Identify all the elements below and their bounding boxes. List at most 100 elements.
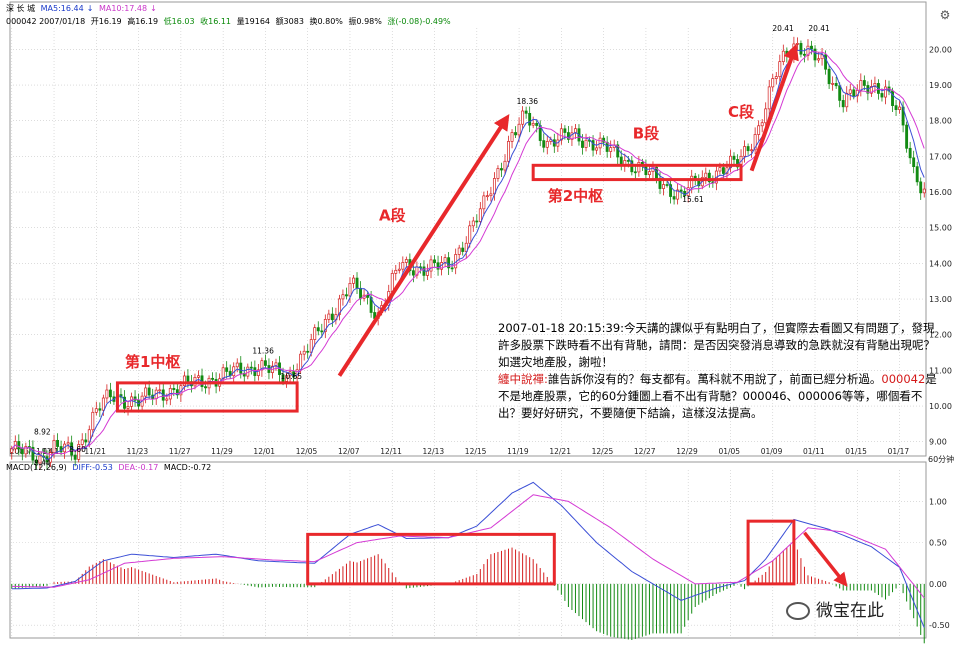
candle (915, 166, 919, 183)
candle (799, 43, 803, 55)
key-price-label: 8.44 (34, 459, 51, 468)
candle (919, 181, 923, 194)
annotation-reply-label: 纏中說禪: (498, 372, 548, 386)
candle (496, 168, 500, 179)
macd-grid: 1.00 0.50 0.00 -0.50 (10, 497, 950, 630)
candle (647, 171, 651, 176)
candle (545, 141, 549, 148)
ohlc-header: 000042 2007/01/18 开16.19 高16.19 低16.03 收… (6, 17, 454, 27)
candle (626, 160, 630, 162)
candle (785, 50, 789, 56)
x-tick-label: 12/21 (549, 447, 571, 456)
candle (52, 439, 56, 453)
price-tick-label: 18.00 (929, 117, 952, 126)
candle (91, 411, 95, 431)
candle (806, 45, 810, 56)
candle (101, 397, 105, 411)
segment-arrow (749, 43, 799, 172)
candle (471, 220, 475, 227)
candle (524, 110, 528, 114)
candle (299, 353, 303, 371)
candle (894, 105, 898, 110)
period-label: 60分钟 (928, 454, 954, 464)
watermark: 微宝在此 (786, 596, 884, 621)
close-value: 收16.11 (200, 17, 232, 26)
candle (507, 141, 510, 162)
x-tick-label: 12/29 (676, 447, 698, 456)
candle (80, 439, 84, 445)
candle (820, 54, 824, 60)
x-tick-label: 11/27 (169, 447, 191, 456)
candle (390, 273, 394, 292)
ma5-value: MA5:16.44 (40, 4, 84, 13)
price-tick-label: 17.00 (929, 152, 952, 161)
x-tick-label: 12/15 (465, 447, 487, 456)
macd-histogram (11, 540, 925, 644)
price-tick-label: 11.00 (929, 366, 952, 375)
key-price-label: 8.60 (69, 445, 86, 454)
candle (838, 85, 842, 101)
wechat-icon (786, 602, 810, 620)
settings-icon[interactable]: ⚙ (939, 8, 951, 22)
x-tick-label: 01/11 (803, 447, 825, 456)
dea-value: DEA:-0.17 (118, 463, 159, 472)
turnover-value: 换0.80% (309, 17, 343, 26)
x-tick-label: 11/23 (127, 447, 149, 456)
candle (263, 360, 267, 366)
candle (873, 83, 877, 87)
x-tick-label: 01/15 (845, 447, 867, 456)
candle (869, 86, 873, 94)
candle (144, 387, 148, 397)
candle (436, 262, 440, 270)
candle (302, 350, 306, 355)
macd-tick-label: -0.50 (929, 621, 950, 630)
candle (679, 189, 683, 192)
candle (852, 89, 856, 97)
candle (912, 157, 916, 168)
candle (743, 146, 747, 157)
candle (94, 408, 98, 413)
candle (848, 89, 852, 94)
diff-value: DIFF:-0.53 (72, 463, 113, 472)
stock-name: 深 长 城 (6, 4, 36, 13)
candle (359, 287, 362, 299)
watermark-text: 微宝在此 (816, 601, 884, 621)
candle (665, 184, 669, 186)
candle (108, 389, 112, 398)
candle (764, 108, 768, 124)
candle (690, 175, 694, 189)
candle (186, 375, 190, 382)
candle (426, 270, 429, 276)
candle (105, 389, 109, 399)
macd-value: MACD:-0.72 (163, 463, 212, 472)
candle (485, 195, 489, 198)
candle (450, 267, 454, 270)
candle (221, 367, 225, 380)
hub-box (531, 163, 743, 182)
annotation-text: 2007-01-18 20:15:39:今天講的課似乎有點明白了，但實際去看圖又… (498, 320, 938, 422)
candle (256, 369, 260, 376)
candle (542, 140, 546, 148)
key-price-label: 8.92 (34, 428, 51, 437)
candle (242, 372, 246, 377)
volume-value: 量19164 (236, 17, 271, 26)
key-price-label: 15.61 (682, 195, 704, 204)
key-price-label: 20.41 (808, 24, 830, 33)
candle (862, 80, 866, 86)
candle (397, 268, 401, 271)
candle (457, 247, 461, 255)
amount-value: 额3083 (275, 17, 304, 26)
candle (581, 140, 584, 148)
candle (24, 446, 28, 455)
candle (341, 294, 345, 300)
candle (531, 122, 535, 126)
candle (817, 58, 820, 61)
macd-box (746, 519, 796, 586)
segment-label: 第2中枢 (548, 187, 603, 205)
change-value: 涨(-0.08)-0.49% (387, 17, 451, 26)
candle (891, 90, 894, 106)
candle (514, 132, 518, 136)
candle (478, 208, 482, 222)
candle (327, 313, 331, 320)
